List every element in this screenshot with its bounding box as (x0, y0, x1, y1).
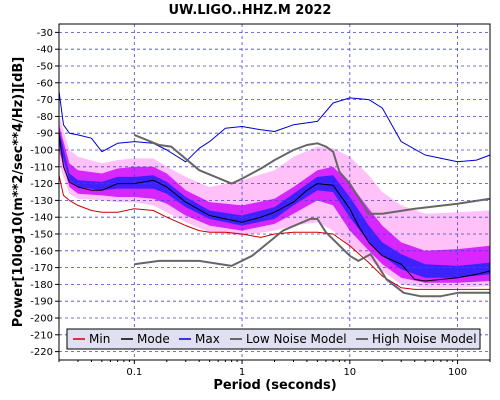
density-layer (59, 116, 490, 288)
series-mode-line (58, 133, 491, 282)
grid-layer (59, 24, 490, 360)
y-tick-label: -120 (30, 179, 53, 190)
y-tick-label: -150 (30, 230, 53, 241)
y-axis-title: Power[10log10(m**2/sec**4/Hz)][dB] (11, 57, 26, 327)
x-tick-label: 1 (239, 367, 245, 378)
y-tick-label: -50 (37, 62, 53, 73)
legend: Min Mode Max Low Noise Model High Noise Mode… (66, 328, 481, 350)
y-tick-label: -190 (30, 297, 53, 308)
series-layer (58, 91, 491, 298)
legend-label-min: Min (89, 332, 110, 346)
series-min-line (58, 175, 490, 290)
y-tick-label: -100 (30, 146, 53, 157)
x-axis-title: Period (seconds) (213, 378, 336, 393)
y-tick-label: -80 (37, 112, 53, 123)
y-tick-label: -90 (37, 129, 53, 140)
series-max-line (58, 91, 491, 163)
x-tick-label: 10 (343, 367, 356, 378)
y-tick-label: -30 (37, 28, 53, 39)
legend-label-mode: Mode (137, 332, 170, 346)
y-tick-label: -60 (37, 78, 53, 89)
x-tick-label: 100 (448, 367, 467, 378)
legend-label-high-noise-model: High Noise Model (372, 332, 477, 346)
y-tick-label: -110 (30, 162, 53, 173)
y-tick-label: -210 (30, 330, 53, 341)
y-tick-label: -140 (30, 213, 53, 224)
y-tick-label: -130 (30, 196, 53, 207)
series-low-noise-model-line (134, 217, 490, 298)
legend-label-max: Max (195, 332, 220, 346)
legend-box (66, 328, 481, 350)
series-high-noise-model-line (133, 133, 491, 215)
y-tick-label: -180 (30, 280, 53, 291)
x-axis: 0.1 1 10 100 (58, 360, 491, 378)
y-tick-label: -160 (30, 246, 53, 257)
chart-title: UW.LIGO..HHZ.M 2022 (169, 3, 332, 18)
y-axis: -30 -40 -50 -60 -70 -80 -90 -100 -110 -120 -130 -14… (30, 28, 59, 358)
y-tick-label: -70 (37, 95, 53, 106)
y-tick-label: -40 (37, 45, 53, 56)
y-tick-label: -170 (30, 263, 53, 274)
legend-label-low-noise-model: Low Noise Model (246, 332, 347, 346)
y-tick-label: -200 (30, 314, 53, 325)
x-tick-label: 0.1 (126, 367, 142, 378)
y-tick-label: -220 (30, 347, 53, 358)
